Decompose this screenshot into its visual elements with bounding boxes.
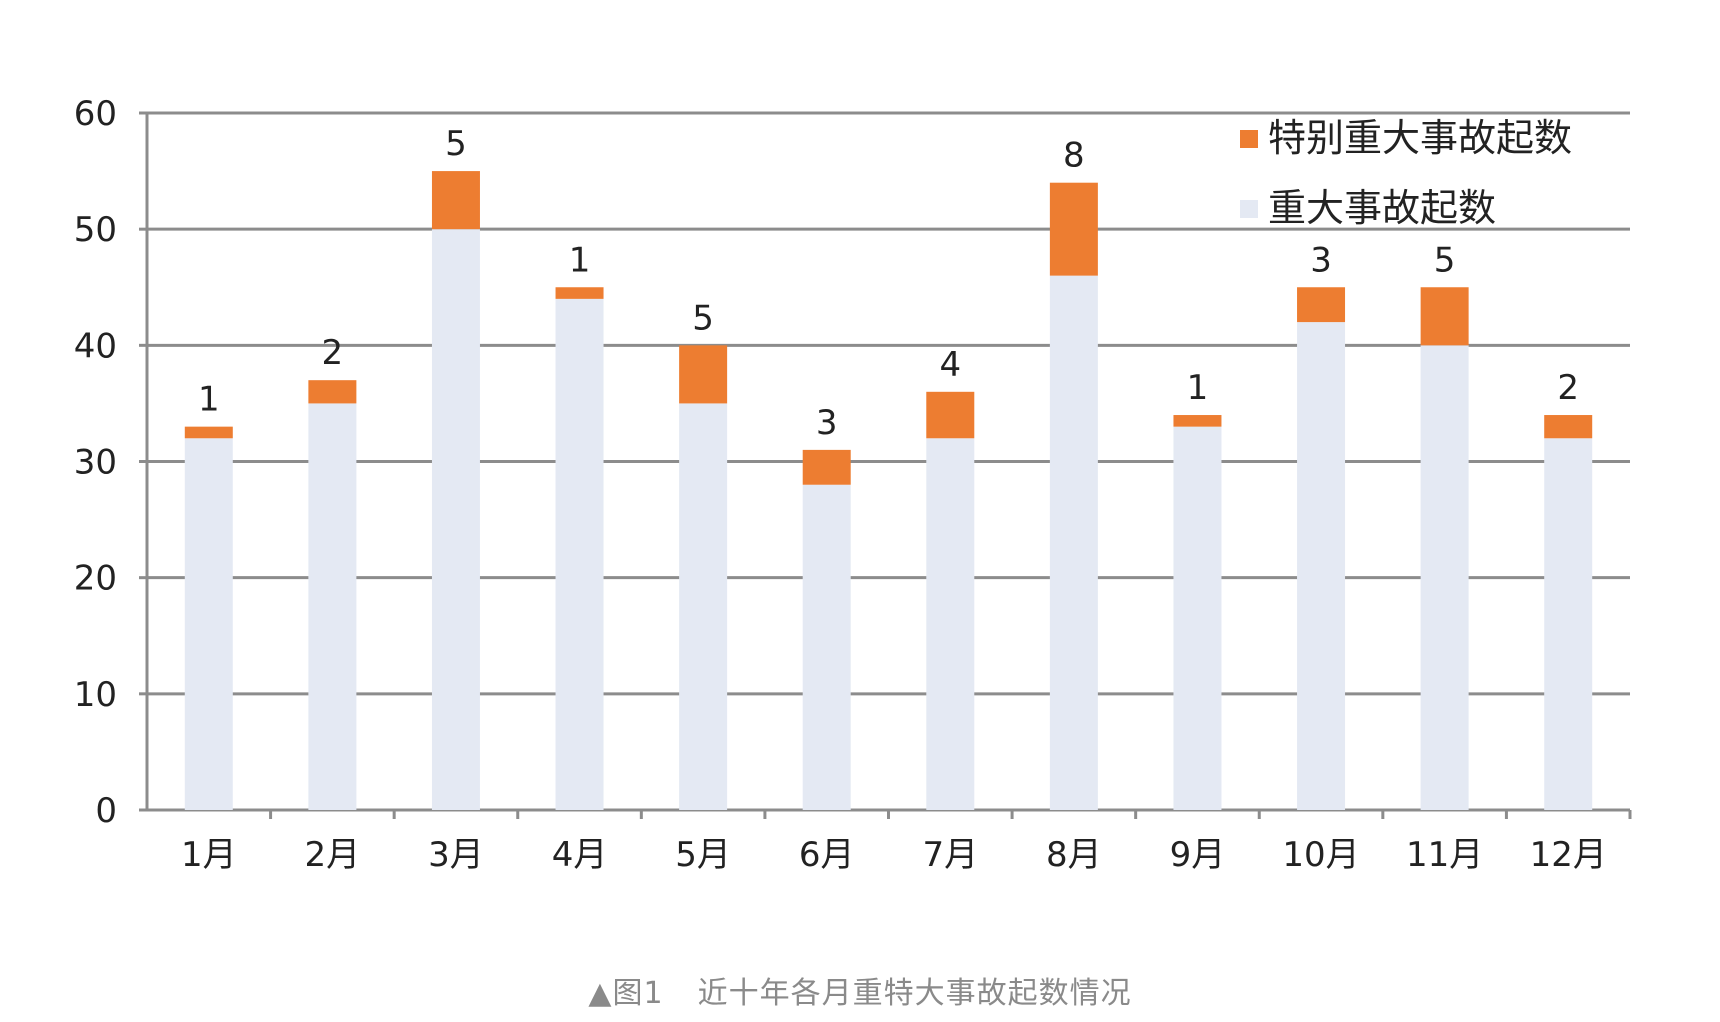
bar-special-major-10 (1297, 287, 1346, 323)
y-tick-label: 30 (74, 443, 117, 483)
bar-major-3 (431, 229, 480, 810)
bar-major-5 (679, 403, 728, 810)
bar-special-major-12 (1544, 415, 1593, 439)
x-tick-label: 12月 (1530, 835, 1607, 875)
bar-major-1 (184, 438, 233, 810)
bar-major-9 (1173, 426, 1222, 810)
data-label-6: 3 (816, 403, 838, 443)
data-label-7: 4 (939, 345, 961, 385)
bar-special-major-9 (1173, 415, 1222, 427)
bar-major-2 (308, 403, 357, 810)
bar-special-major-11 (1420, 287, 1469, 346)
x-tick-label: 2月 (305, 835, 361, 875)
x-tick-label: 9月 (1170, 835, 1226, 875)
x-tick-label: 6月 (799, 835, 855, 875)
bar-major-12 (1544, 438, 1593, 810)
y-tick-label: 60 (74, 94, 117, 134)
bar-special-major-4 (555, 287, 604, 299)
bar-major-6 (802, 484, 851, 810)
bar-major-10 (1297, 322, 1346, 810)
legend-label-1: 特别重大事故起数 (1268, 116, 1572, 160)
data-label-2: 2 (322, 333, 344, 373)
bar-major-7 (926, 438, 975, 810)
bar-special-major-7 (926, 391, 975, 439)
x-tick-label: 10月 (1282, 835, 1359, 875)
legend-label-2: 重大事故起数 (1268, 186, 1496, 230)
caption-text: 近十年各月重特大事故起数情况 (697, 976, 1132, 1011)
bar-major-11 (1420, 345, 1469, 810)
legend-swatch-1 (1240, 130, 1258, 148)
figure-caption: ▲图1 近十年各月重特大事故起数情况 (0, 968, 1720, 1012)
data-label-12: 2 (1557, 368, 1579, 408)
y-tick-label: 10 (74, 675, 117, 715)
chart-canvas: 010203040506011月22月53月14月55月36月47月88月19月… (74, 94, 1632, 875)
x-tick-label: 5月 (675, 835, 731, 875)
bar-special-major-1 (184, 426, 233, 439)
x-tick-label: 3月 (428, 835, 484, 875)
y-tick-label: 50 (74, 210, 117, 250)
data-label-9: 1 (1187, 368, 1209, 408)
legend-swatch-2 (1240, 200, 1258, 218)
bar-major-8 (1049, 275, 1098, 811)
caption-figure-label: ▲图1 (588, 976, 664, 1011)
data-label-3: 5 (445, 124, 467, 164)
x-tick-label: 7月 (922, 835, 978, 875)
bar-special-major-3 (431, 171, 480, 230)
data-label-1: 1 (198, 380, 220, 420)
y-tick-label: 40 (74, 326, 117, 366)
data-label-10: 3 (1310, 240, 1332, 280)
x-tick-label: 11月 (1406, 835, 1483, 875)
y-tick-label: 20 (74, 559, 117, 599)
data-label-11: 5 (1434, 240, 1456, 280)
x-tick-label: 1月 (181, 835, 237, 875)
bar-special-major-8 (1049, 182, 1098, 276)
bar-special-major-5 (679, 345, 728, 404)
x-tick-label: 8月 (1046, 835, 1102, 875)
bar-special-major-2 (308, 380, 357, 404)
data-label-4: 1 (569, 240, 591, 280)
y-tick-label: 0 (95, 791, 117, 831)
bar-special-major-6 (802, 449, 851, 485)
x-tick-label: 4月 (552, 835, 608, 875)
data-label-5: 5 (692, 298, 714, 338)
data-label-8: 8 (1063, 136, 1085, 176)
bar-major-4 (555, 298, 604, 810)
